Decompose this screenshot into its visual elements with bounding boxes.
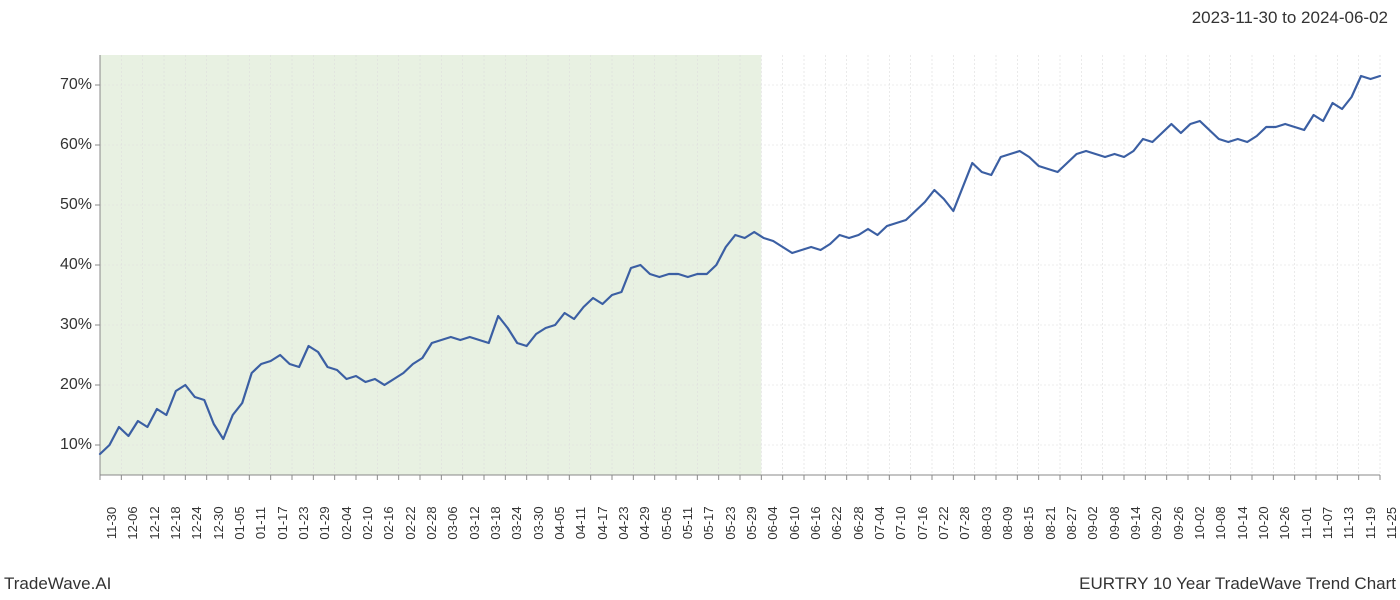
x-tick-label: 10-14 [1235,506,1250,539]
x-tick-label: 02-16 [381,506,396,539]
x-tick-label: 04-11 [573,507,588,539]
x-tick-label: 05-29 [744,506,759,539]
x-tick-label: 04-23 [616,506,631,539]
x-tick-label: 01-05 [232,506,247,539]
x-tick-label: 06-10 [787,506,802,539]
x-tick-label: 02-22 [403,506,418,539]
x-tick-label: 09-20 [1149,506,1164,539]
x-tick-label: 12-30 [211,506,226,539]
x-tick-label: 03-12 [467,506,482,539]
y-tick-label: 10% [32,436,92,454]
x-tick-label: 03-18 [488,506,503,539]
x-tick-label: 08-09 [1000,506,1015,539]
x-tick-label: 12-18 [168,506,183,539]
x-tick-label: 02-28 [424,506,439,539]
x-tick-label: 06-04 [765,506,780,539]
x-tick-label: 09-14 [1128,506,1143,539]
x-tick-label: 08-03 [979,506,994,539]
x-tick-label: 06-16 [808,506,823,539]
x-tick-label: 10-26 [1277,506,1292,539]
x-tick-label: 12-06 [125,506,140,539]
date-range-label: 2023-11-30 to 2024-06-02 [1192,8,1388,28]
x-tick-label: 03-24 [509,506,524,539]
y-tick-label: 40% [32,256,92,274]
x-tick-label: 07-16 [915,506,930,539]
x-tick-label: 05-05 [659,506,674,539]
y-tick-label: 60% [32,136,92,154]
y-tick-label: 70% [32,76,92,94]
x-tick-label: 01-23 [296,506,311,539]
x-tick-label: 05-11 [680,507,695,539]
chart-title-label: EURTRY 10 Year TradeWave Trend Chart [1079,574,1396,594]
x-tick-label: 01-11 [253,507,268,539]
x-tick-label: 11-25 [1384,507,1399,539]
x-tick-label: 09-26 [1171,506,1186,539]
x-tick-label: 12-24 [189,506,204,539]
trend-chart [0,0,1400,600]
x-tick-label: 02-04 [339,506,354,539]
y-tick-label: 50% [32,196,92,214]
x-tick-label: 09-02 [1085,506,1100,539]
x-tick-label: 11-19 [1363,507,1378,539]
x-tick-label: 07-04 [872,506,887,539]
x-tick-label: 12-12 [147,506,162,539]
x-tick-label: 08-15 [1021,506,1036,539]
brand-label: TradeWave.AI [4,574,111,594]
x-tick-label: 04-05 [552,506,567,539]
x-tick-label: 09-08 [1107,506,1122,539]
x-tick-label: 04-29 [637,506,652,539]
x-tick-label: 10-08 [1213,506,1228,539]
x-tick-label: 05-17 [701,506,716,539]
x-tick-label: 10-02 [1192,506,1207,539]
y-tick-label: 30% [32,316,92,334]
x-tick-label: 06-22 [829,506,844,539]
x-tick-label: 01-17 [275,506,290,539]
x-tick-label: 08-21 [1043,506,1058,539]
x-tick-label: 07-28 [957,506,972,539]
y-tick-label: 20% [32,376,92,394]
x-tick-label: 07-22 [936,506,951,539]
highlight-band [100,55,761,475]
x-tick-label: 06-28 [851,506,866,539]
x-tick-label: 05-23 [723,506,738,539]
x-tick-label: 11-30 [104,507,119,539]
x-tick-label: 10-20 [1256,506,1271,539]
x-tick-label: 03-06 [445,506,460,539]
x-tick-label: 11-13 [1341,507,1356,539]
x-tick-label: 02-10 [360,506,375,539]
x-tick-label: 04-17 [595,506,610,539]
x-tick-label: 03-30 [531,506,546,539]
x-tick-label: 11-07 [1320,507,1335,539]
x-tick-label: 07-10 [893,506,908,539]
x-tick-label: 08-27 [1064,506,1079,539]
x-tick-label: 01-29 [317,506,332,539]
x-tick-label: 11-01 [1299,507,1314,539]
chart-container: 2023-11-30 to 2024-06-02 TradeWave.AI EU… [0,0,1400,600]
